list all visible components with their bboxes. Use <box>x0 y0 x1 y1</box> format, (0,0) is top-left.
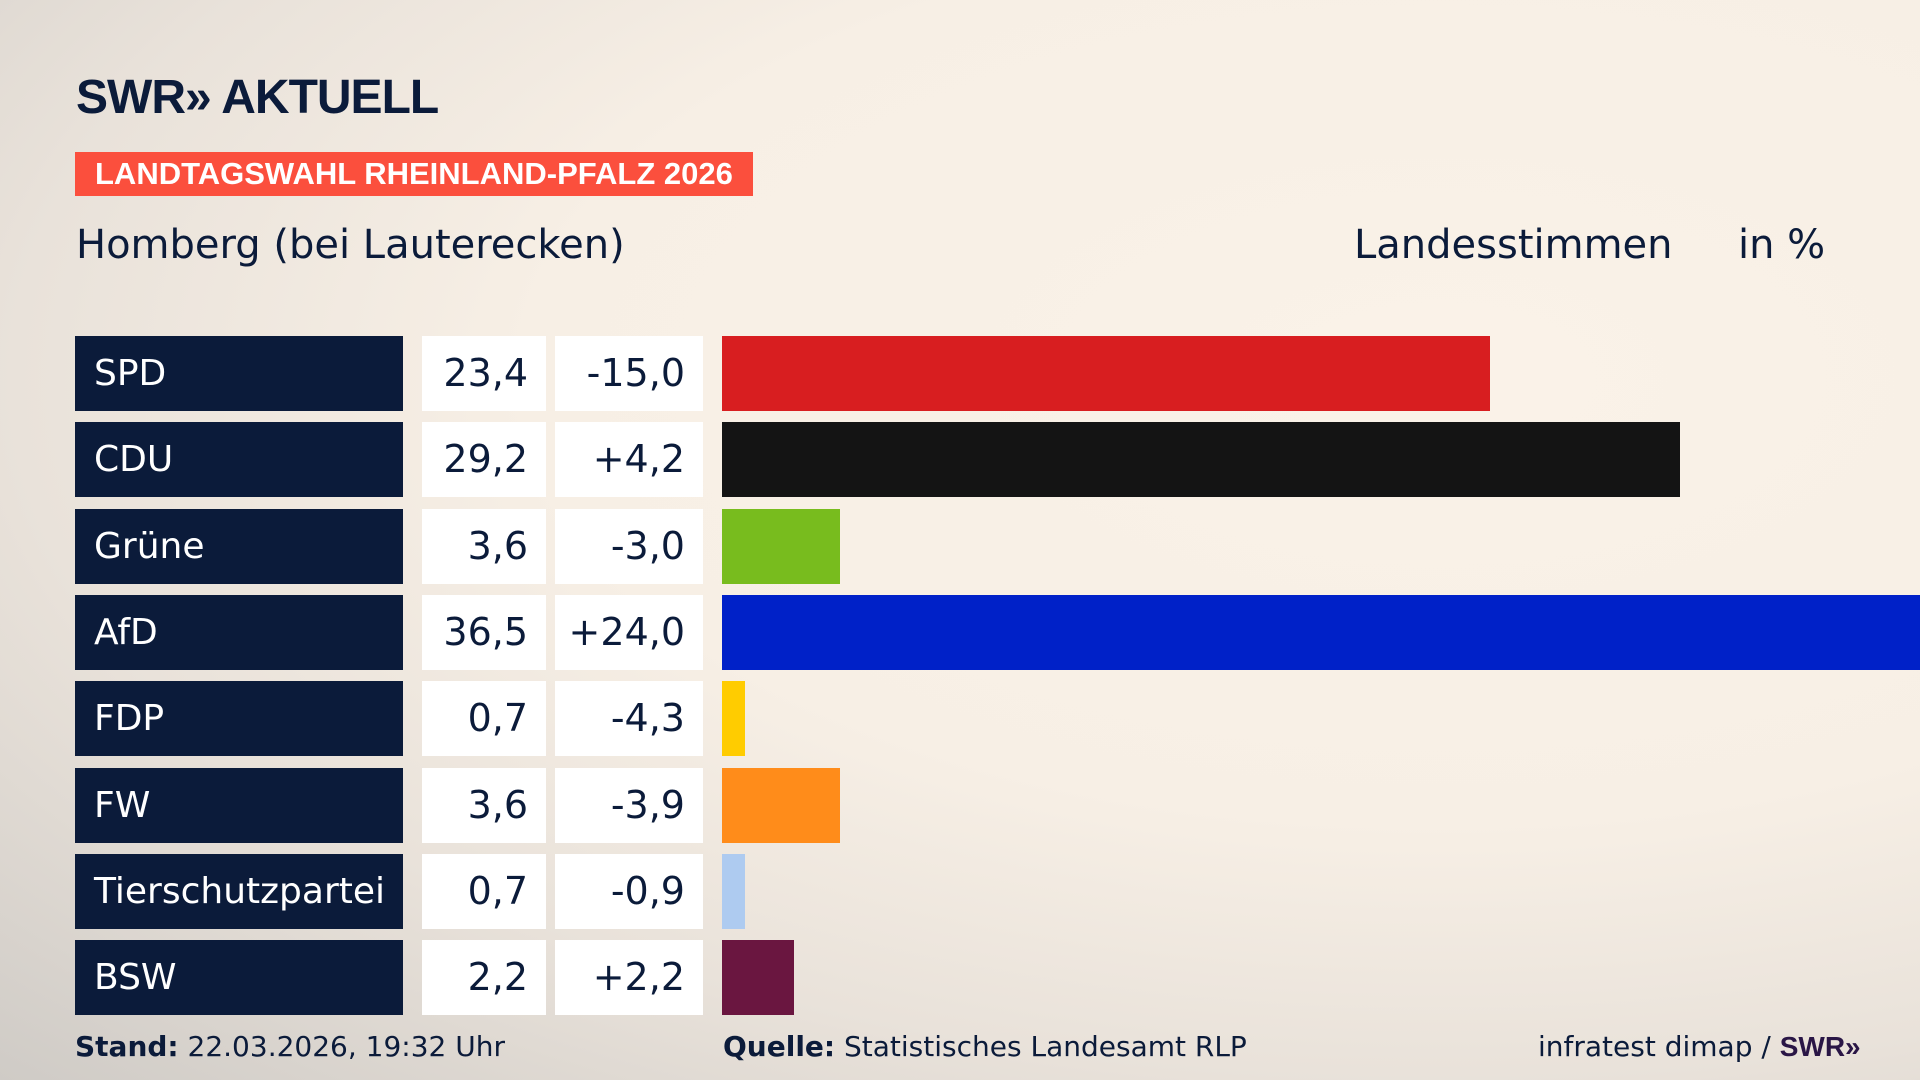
stand-info: Stand: 22.03.2026, 19:32 Uhr <box>75 1030 505 1063</box>
bar-bsw <box>722 940 795 1016</box>
vote-share: 3,6 <box>422 767 546 843</box>
unit-label: in % <box>1738 222 1826 268</box>
party-name: AfD <box>75 594 403 670</box>
vote-share: 0,7 <box>422 853 546 929</box>
bar-spd <box>722 336 1491 411</box>
vote-change: -3,9 <box>555 767 703 843</box>
vote-type-label: Landesstimmen <box>1354 222 1673 268</box>
vote-change: -15,0 <box>555 336 703 411</box>
bar-cdu <box>722 422 1681 498</box>
swr-aktuell-logo: SWR» AKTUELL <box>76 71 439 124</box>
vote-change: -4,3 <box>555 681 703 757</box>
election-banner: LANDTAGSWAHL RHEINLAND-PFALZ 2026 <box>75 152 753 196</box>
bar-fdp <box>722 681 745 757</box>
party-name: SPD <box>75 336 403 411</box>
vote-share: 2,2 <box>422 940 546 1016</box>
party-name: BSW <box>75 940 403 1016</box>
vote-change: -0,9 <box>555 853 703 929</box>
vote-share: 23,4 <box>422 336 546 411</box>
party-name: FDP <box>75 681 403 757</box>
bar-fw <box>722 767 841 843</box>
bar-tierschutzpartei <box>722 853 745 929</box>
vote-change: +4,2 <box>555 422 703 498</box>
vote-share: 36,5 <box>422 594 546 670</box>
party-name: CDU <box>75 422 403 498</box>
vote-change: +24,0 <box>555 594 703 670</box>
vote-change: -3,0 <box>555 508 703 584</box>
bar-afd <box>722 594 1920 670</box>
vote-share: 3,6 <box>422 508 546 584</box>
party-name: FW <box>75 767 403 843</box>
party-name: Tierschutzpartei <box>75 853 403 929</box>
bar-grüne <box>722 508 841 584</box>
party-name: Grüne <box>75 508 403 584</box>
credit: infratest dimap / SWR» <box>1538 1030 1861 1063</box>
vote-share: 29,2 <box>422 422 546 498</box>
source-info: Quelle: Statistisches Landesamt RLP <box>723 1030 1247 1063</box>
vote-change: +2,2 <box>555 940 703 1016</box>
vote-share: 0,7 <box>422 681 546 757</box>
place-title: Homberg (bei Lauterecken) <box>76 222 625 268</box>
